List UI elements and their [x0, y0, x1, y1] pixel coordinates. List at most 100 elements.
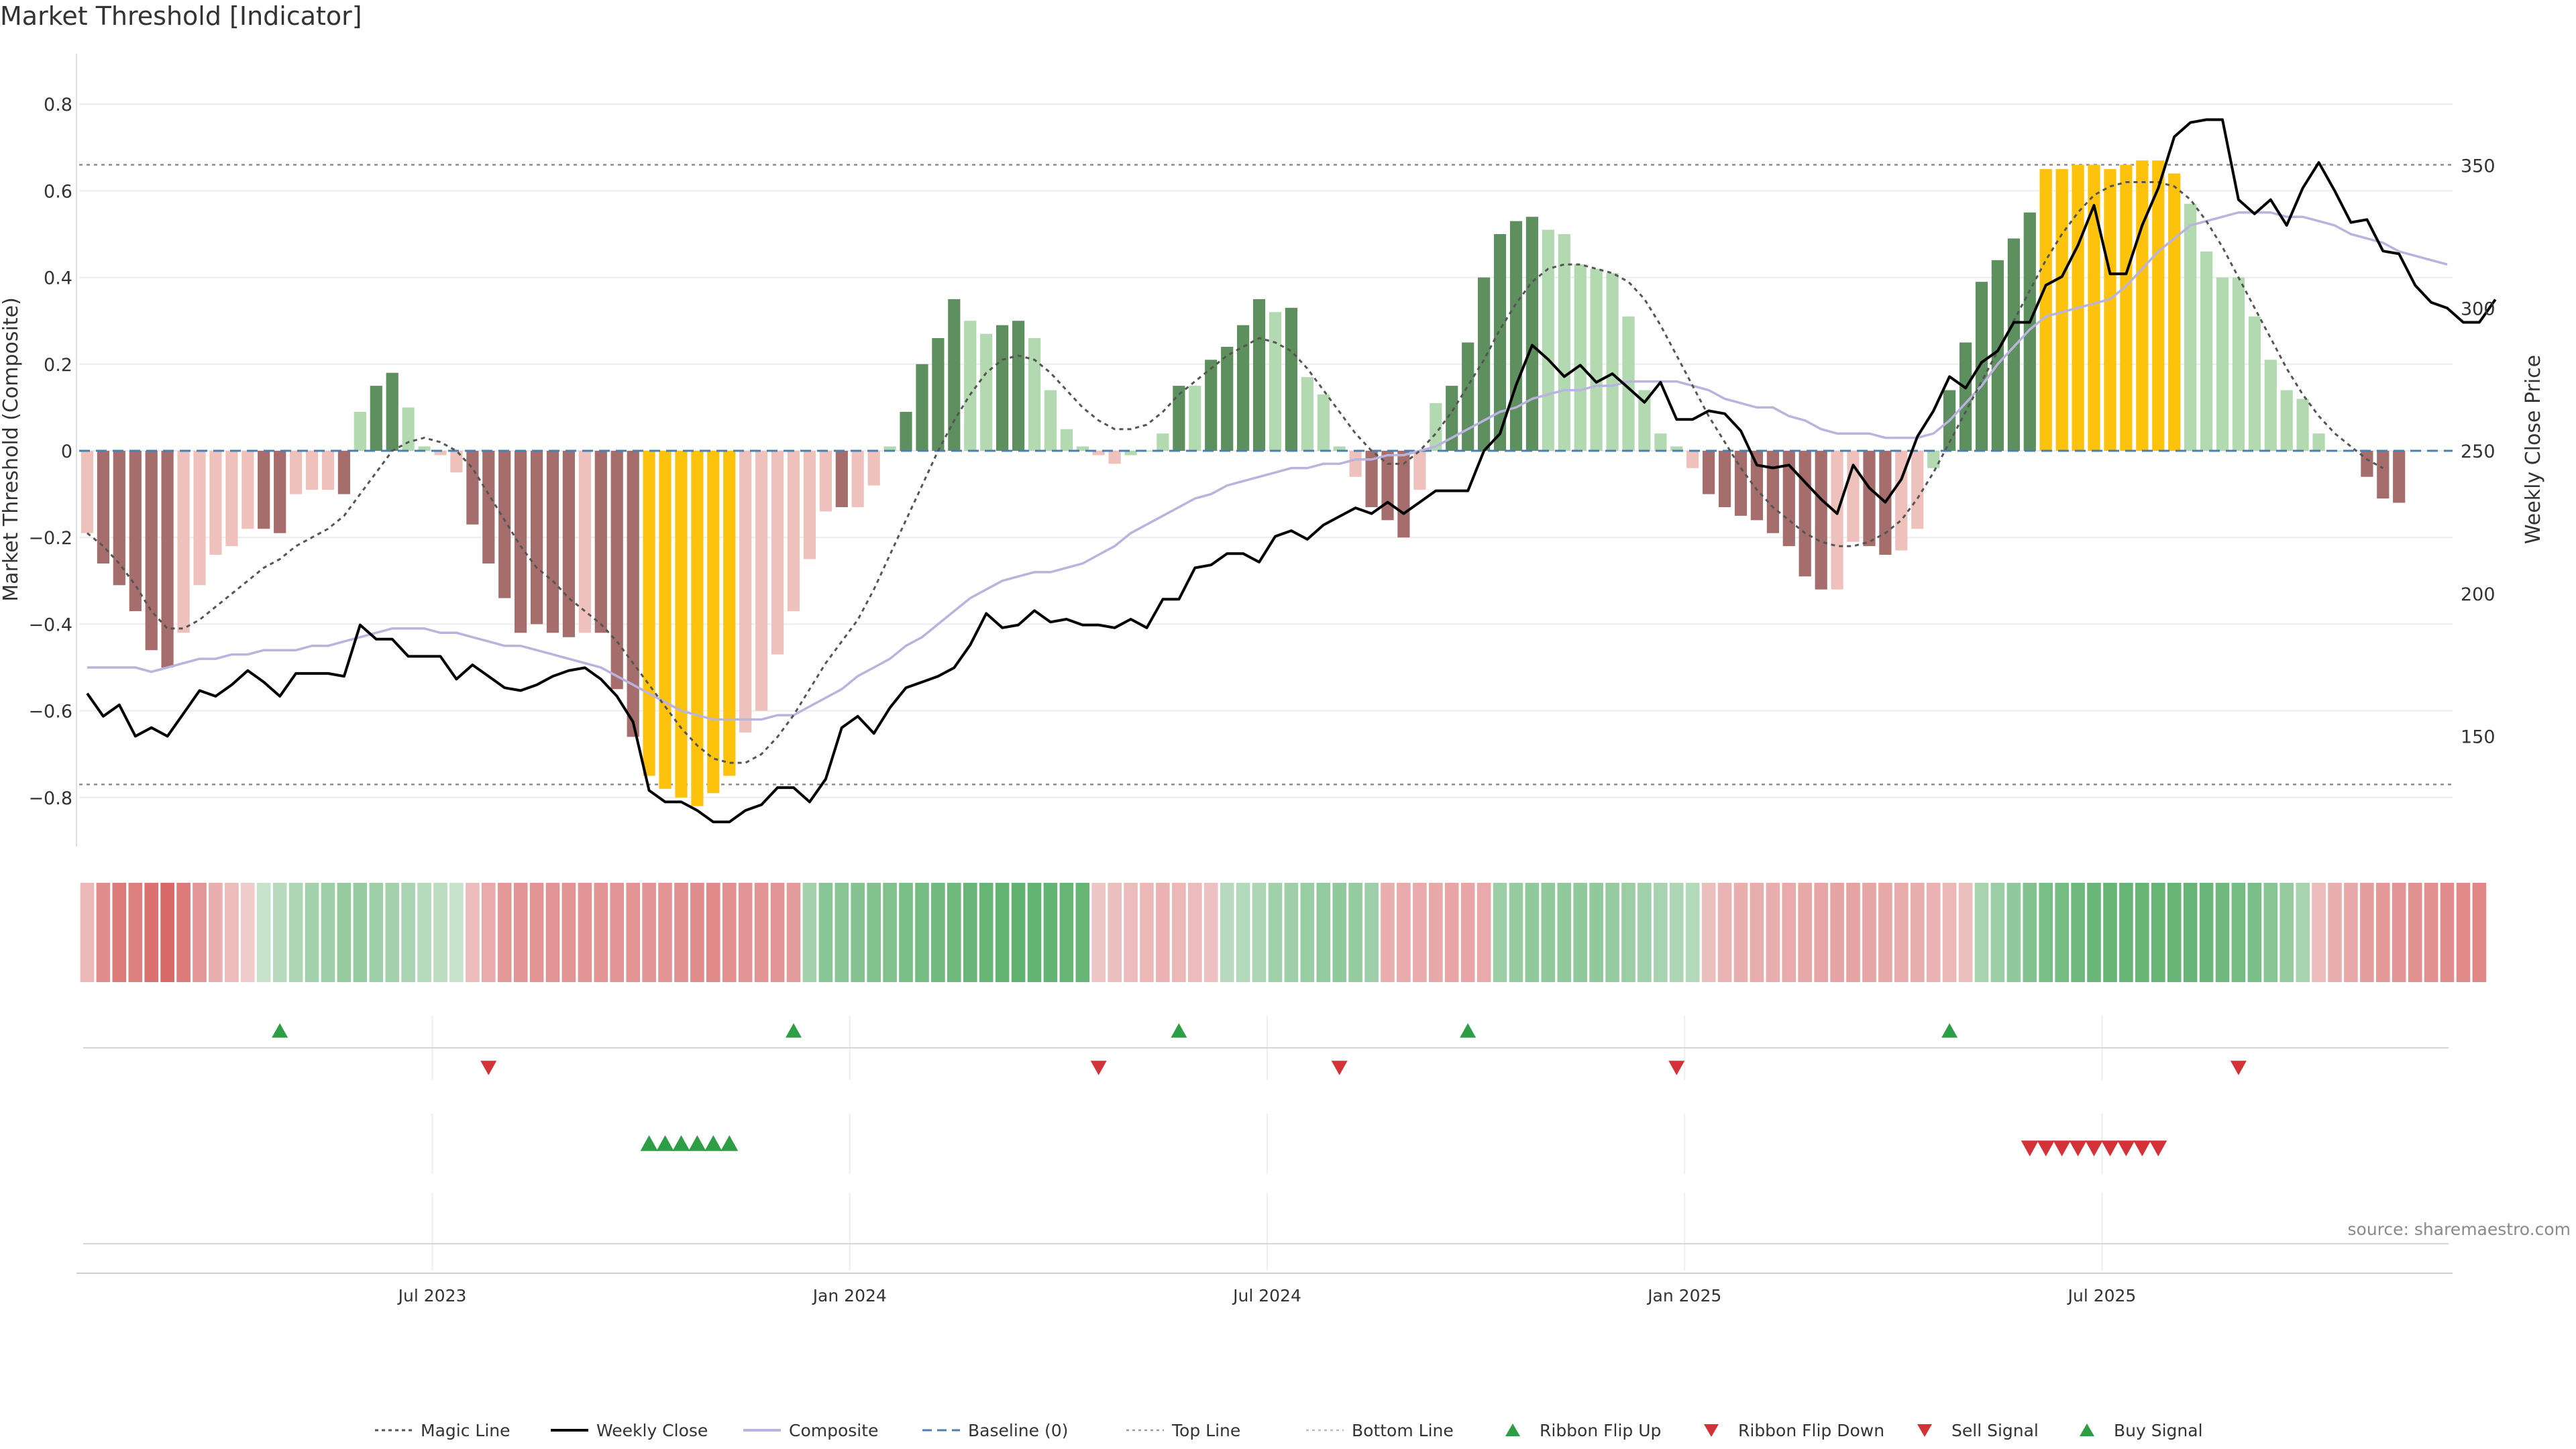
composite-bar [562, 451, 575, 637]
ribbon-cell [2328, 883, 2342, 982]
composite-bar [1189, 386, 1201, 451]
ribbon-cell [1316, 883, 1331, 982]
composite-bar [2152, 160, 2165, 451]
ribbon-cell [818, 883, 833, 982]
threshold-lines [79, 164, 2453, 786]
ribbon-flip-down-marker [2230, 1061, 2247, 1075]
ribbon-cell [96, 883, 111, 982]
ribbon-cell [449, 883, 464, 982]
ribbon-cell [578, 883, 592, 982]
composite-bar [578, 451, 591, 633]
ribbon-cell [2312, 883, 2326, 982]
composite-bar [2168, 173, 2181, 451]
ribbon-cell [209, 883, 223, 982]
ribbon-cell [1348, 883, 1362, 982]
composite-bar [2120, 164, 2133, 451]
ribbon-cell [1300, 883, 1315, 982]
composite-bar [883, 446, 896, 451]
ribbon-cell [1621, 883, 1635, 982]
composite-bar [1750, 451, 1763, 521]
ribbon-cell [1172, 883, 1186, 982]
composite-bar [1493, 234, 1507, 451]
ribbon-cell [2215, 883, 2230, 982]
composite-bar [996, 325, 1009, 451]
ribbon-cell [561, 883, 576, 982]
composite-bar [80, 451, 94, 533]
composite-bar [2393, 451, 2406, 503]
ribbon-cell [1364, 883, 1379, 982]
ribbon-cell [433, 883, 447, 982]
ribbon-cell [1670, 883, 1684, 982]
ribbon-cell [1027, 883, 1042, 982]
legend-label: Composite [789, 1421, 878, 1440]
ribbon-cell [722, 883, 737, 982]
ribbon-cell [1654, 883, 1668, 982]
ribbon-cell [2344, 883, 2358, 982]
ribbon-cell [642, 883, 656, 982]
composite-bar [964, 321, 977, 451]
ribbon-cell [1493, 883, 1507, 982]
sell-signal-marker [2149, 1140, 2167, 1157]
ribbon-cell [1413, 883, 1427, 982]
source-credit: source: sharemaestro.com [2347, 1220, 2571, 1239]
composite-bar [1108, 451, 1121, 464]
ribbon-cell [1188, 883, 1202, 982]
ribbon-cell [1444, 883, 1459, 982]
composite-bar [1076, 446, 1089, 451]
composite-bar [594, 451, 607, 633]
composite-bar [2055, 169, 2068, 451]
ribbon-cell [1766, 883, 1780, 982]
ribbon-cell [2456, 883, 2471, 982]
composite-bar [819, 451, 832, 512]
composite-bar [2232, 277, 2245, 451]
composite-bar [1606, 273, 1619, 451]
buy-signal-marker [688, 1135, 706, 1151]
composite-bar [113, 451, 125, 586]
ribbon-cell [1124, 883, 1138, 982]
ribbon-cell [272, 883, 287, 982]
ribbon-cell [337, 883, 352, 982]
x-axis-ticks: Jul 2023 Jan 2024 Jul 2024 Jan 2025 Jul 2025 [397, 1286, 2137, 1305]
composite-bar [2312, 433, 2325, 451]
ribbon-cell [176, 883, 191, 982]
composite-bar [1333, 446, 1346, 451]
ribbon-cell [353, 883, 368, 982]
composite-bar [402, 407, 415, 451]
ribbon-cell [2376, 883, 2390, 982]
composite-bar [1734, 451, 1748, 516]
y2-tick-label: 250 [2461, 441, 2496, 462]
ribbon-cell [1701, 883, 1716, 982]
y-tick-label: 0.4 [44, 268, 72, 289]
composite-bar [209, 451, 222, 555]
composite-bar [2361, 451, 2373, 477]
composite-bar [2216, 277, 2229, 451]
composite-bar [2136, 160, 2149, 451]
legend-swatch [1704, 1424, 1719, 1437]
buy-signal-marker [640, 1135, 658, 1151]
ribbon-flip-up-marker [785, 1023, 802, 1038]
ribbon-flip-up-marker [1941, 1023, 1958, 1038]
y2-tick-label: 150 [2461, 727, 2496, 748]
ribbon-cell [2360, 883, 2374, 982]
ribbon-cell [2408, 883, 2422, 982]
composite-bar [2200, 251, 2213, 451]
ribbon-cell [144, 883, 158, 982]
ribbon-cell [160, 883, 174, 982]
composite-bar [980, 333, 993, 451]
ribbon-strip [80, 883, 2487, 982]
composite-bar [851, 451, 864, 507]
ribbon-cell [1075, 883, 1090, 982]
composite-bar [1590, 268, 1603, 451]
composite-bar [755, 451, 768, 711]
composite-bar [1525, 217, 1538, 451]
composite-bar [1173, 386, 1185, 451]
ribbon-cell [369, 883, 384, 982]
ribbon-cell [1477, 883, 1491, 982]
ribbon-cell [947, 883, 961, 982]
composite-bar [305, 451, 319, 490]
ribbon-cell [1525, 883, 1540, 982]
ribbon-cell [1108, 883, 1122, 982]
composite-bar [948, 299, 961, 451]
composite-bar [1462, 342, 1474, 451]
ribbon-cell [1557, 883, 1572, 982]
